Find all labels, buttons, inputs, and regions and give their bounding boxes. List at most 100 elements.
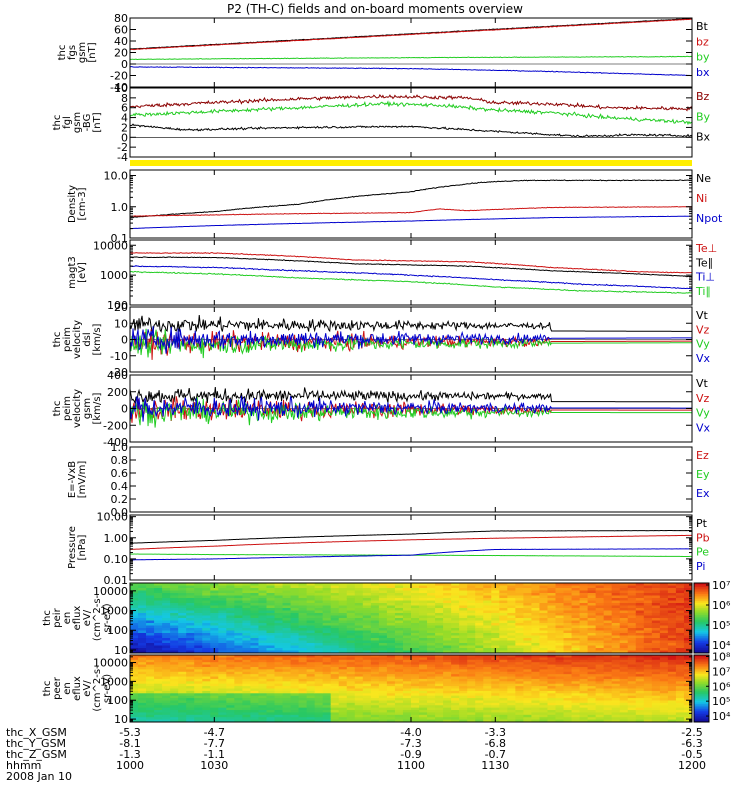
colorbar-tick-label: 10⁶ xyxy=(712,680,731,693)
y-tick-label: 0.01 xyxy=(104,574,129,587)
y-tick-label: -400 xyxy=(103,436,128,449)
y-tick-label: 10 xyxy=(114,317,128,330)
panel-frame xyxy=(129,446,693,513)
y-tick-label: -40 xyxy=(110,81,128,94)
legend-label-By: By xyxy=(696,110,711,123)
y-axis-label: thc xyxy=(52,332,63,348)
series-line-Te∥ xyxy=(130,256,692,278)
y-tick-label: 1.0 xyxy=(111,441,129,454)
y-tick-label: 100 xyxy=(107,694,128,707)
y-axis-label: dsl xyxy=(82,332,93,346)
y-axis-label: sr-eV) xyxy=(102,603,113,632)
y-axis-label: fgl xyxy=(62,116,73,129)
status-bar xyxy=(130,160,692,166)
series-line-Vz xyxy=(130,329,692,360)
legend-label-bx: bx xyxy=(696,66,710,79)
panel-frame xyxy=(129,17,693,88)
colorbar-tick-label: 10⁷ xyxy=(712,579,730,592)
series-line-By xyxy=(130,100,692,126)
x-tick-label: 1000 xyxy=(116,759,144,772)
y-axis-label: thc xyxy=(57,45,68,61)
y-tick-label: 8 xyxy=(121,92,128,105)
colorbar-tick-label: 10⁴ xyxy=(712,639,731,652)
x-row-label: thc_X_GSM xyxy=(6,726,67,739)
y-tick-label: 0.6 xyxy=(111,467,129,480)
colorbar-tick-label: 10⁶ xyxy=(712,599,731,612)
y-axis-label: eflux xyxy=(72,606,83,631)
colorbar-tick-label: 10⁵ xyxy=(712,695,730,708)
legend-label-bz: bz xyxy=(696,35,709,48)
y-axis-label: en xyxy=(62,682,73,695)
y-axis-label: [mV/m] xyxy=(77,461,88,499)
colorbar: 10⁴ 10⁵ 10⁶ 10⁷ xyxy=(693,579,731,654)
y-tick-label: 400 xyxy=(107,369,128,382)
y-tick-label: 10.0 xyxy=(104,170,129,183)
y-tick-label: 0.10 xyxy=(104,553,129,566)
y-tick-label: 0.1 xyxy=(111,232,129,245)
y-axis-label: [eV] xyxy=(77,262,88,283)
x-tick-label: -5.3 xyxy=(119,726,140,739)
y-axis-label: eflux xyxy=(72,676,83,701)
y-tick-label: 10000 xyxy=(93,239,128,252)
legend-label-Pi: Pi xyxy=(696,560,705,573)
y-tick-label: 0 xyxy=(121,403,128,416)
colorbar-tick-label: 10⁷ xyxy=(712,665,730,678)
y-tick-label: 10.00 xyxy=(97,511,129,524)
legend-label-Vt: Vt xyxy=(696,377,709,390)
date-label: 2008 Jan 10 xyxy=(6,770,72,783)
x-tick-label: -0.9 xyxy=(400,748,421,761)
legend-label-Bt: Bt xyxy=(696,20,709,33)
x-tick-label: -8.1 xyxy=(119,737,140,750)
legend-label-Vz: Vz xyxy=(696,323,710,336)
plot-area xyxy=(130,179,692,230)
series-line-Vx xyxy=(130,395,692,422)
legend-label-Pe: Pe xyxy=(696,546,709,559)
series-line-Pi xyxy=(130,548,692,561)
spectrogram-image xyxy=(130,583,692,653)
legend-label-by: by xyxy=(696,51,710,64)
x-tick-label: 1100 xyxy=(397,759,425,772)
plot-area xyxy=(130,94,692,138)
legend-label-Ex: Ex xyxy=(696,487,710,500)
panel-ion_spec: 10⁴ 10⁵ 10⁶ 10⁷ 10 100 1000 10000 thc peir en eflux… xyxy=(42,579,731,657)
legend-label-Bx: Bx xyxy=(696,131,711,144)
x-tick-label: -0.7 xyxy=(485,748,506,761)
y-tick-label: 0 xyxy=(121,58,128,71)
y-axis-label: peer xyxy=(52,676,63,700)
colorbar-tick-label: 10⁸ xyxy=(712,650,731,663)
series-line-Ne xyxy=(130,179,692,219)
legend-label-Ti⊥: Ti⊥ xyxy=(695,271,715,284)
y-axis-label: [nPa] xyxy=(77,534,88,560)
x-tick-label: -0.5 xyxy=(681,748,702,761)
legend-label-Pt: Pt xyxy=(696,517,708,530)
colorbar-tick-label: 10⁵ xyxy=(712,619,730,632)
y-axis-label: peir xyxy=(52,607,63,627)
x-tick-label: -1.3 xyxy=(119,748,140,761)
series-line-Vt xyxy=(130,315,692,333)
plot-area xyxy=(130,386,692,428)
legend-label-Ey: Ey xyxy=(696,468,710,481)
plot-area xyxy=(130,252,692,294)
y-tick-label: -10 xyxy=(110,350,128,363)
series-line-by xyxy=(130,55,692,61)
plot-area xyxy=(130,315,692,360)
y-axis-label: thc xyxy=(52,115,63,131)
legend-label-Vx: Vx xyxy=(696,421,711,434)
y-tick-label: 0 xyxy=(121,131,128,144)
y-tick-label: 1.0 xyxy=(111,201,129,214)
y-tick-label: -20 xyxy=(110,70,128,83)
legend-label-Vx: Vx xyxy=(696,352,711,365)
y-axis-label: Pressure xyxy=(67,526,78,569)
x-row-label: hhmm xyxy=(6,759,41,772)
y-axis-label: (cm^2-s- xyxy=(92,665,103,712)
y-tick-label: 10 xyxy=(114,644,128,657)
y-tick-label: 100 xyxy=(107,624,128,637)
y-axis-label: [km/s] xyxy=(92,392,103,424)
y-tick-label: 10000 xyxy=(93,657,128,670)
panel-frame xyxy=(129,514,693,581)
y-axis-label: gsm xyxy=(77,42,88,63)
series-line-Ti∥ xyxy=(130,270,692,294)
